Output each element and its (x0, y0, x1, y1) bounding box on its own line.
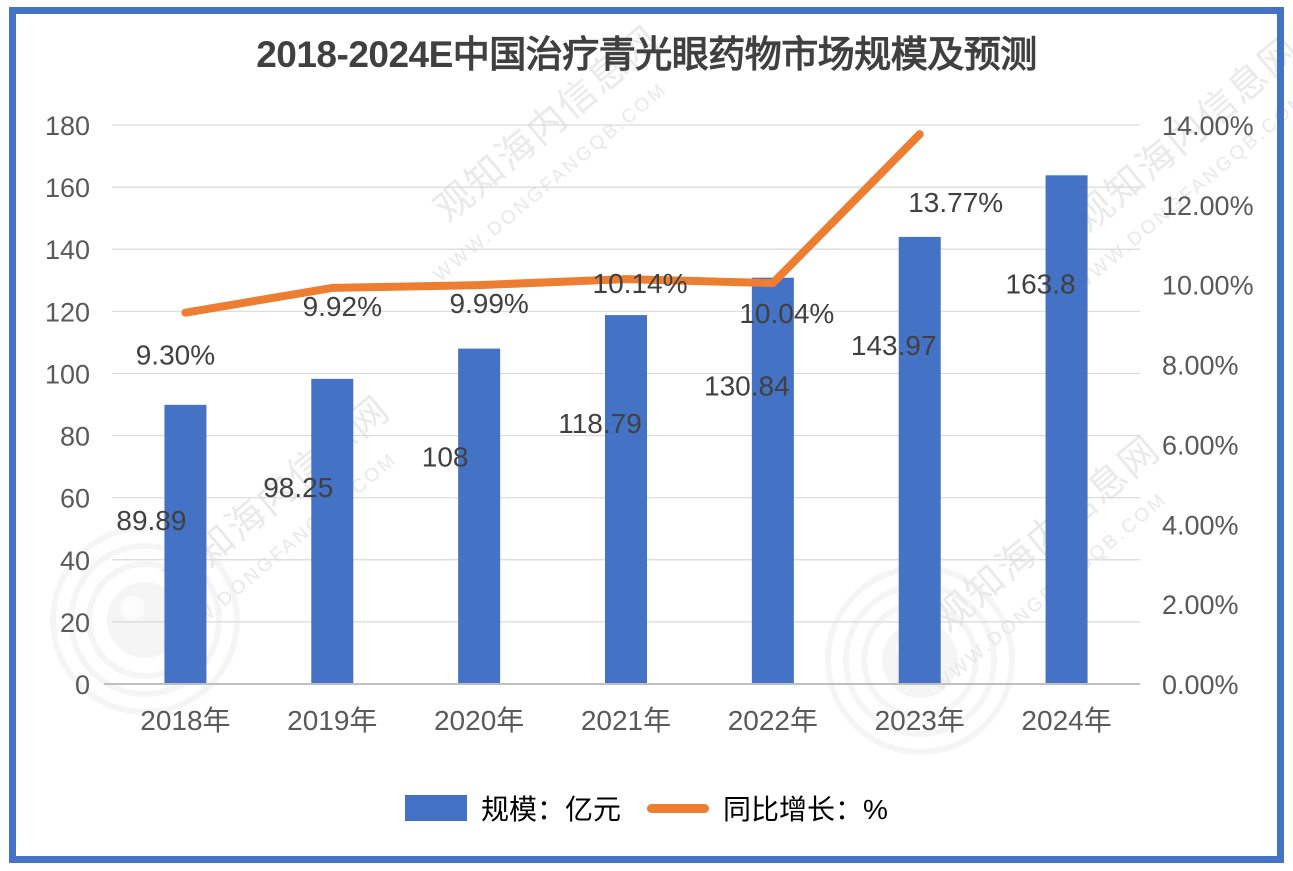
y-axis-right-tick: 6.00% (1162, 430, 1239, 460)
line-value-label: 13.77% (908, 187, 1003, 218)
y-axis-left-tick: 120 (45, 297, 90, 327)
y-axis-right-tick: 2.00% (1162, 590, 1239, 620)
category-label: 2019年 (287, 705, 377, 736)
legend-line-label: 同比增长：% (723, 794, 888, 825)
line-value-label: 9.92% (303, 291, 382, 322)
y-axis-left-tick: 20 (60, 608, 90, 638)
line-value-label: 10.04% (739, 298, 834, 329)
y-axis-right-tick: 14.00% (1162, 111, 1254, 141)
y-axis-left-tick: 40 (60, 546, 90, 576)
category-label: 2021年 (581, 705, 671, 736)
y-axis-right-tick: 8.00% (1162, 351, 1239, 381)
category-axis-labels: 2018年 2019年 2020年 2021年 2022年 2023年 2024年 (140, 705, 1111, 736)
y-axis-right-labels: 0.00% 2.00% 4.00% 6.00% 8.00% 10.00% 12.00% 14.… (1162, 111, 1254, 700)
bar-series-group (164, 175, 1088, 684)
line-value-labels: 9.30% 9.92% 9.99% 10.14% 10.04% 13.77% (136, 187, 1003, 370)
bar[interactable] (751, 277, 794, 684)
bar-value-label: 163.8 (1006, 268, 1076, 299)
y-axis-right-tick: 10.00% (1162, 271, 1254, 301)
category-label: 2023年 (875, 705, 965, 736)
y-axis-right-tick: 0.00% (1162, 670, 1239, 700)
bar-value-label: 108 (422, 442, 469, 473)
line-value-label: 10.14% (593, 268, 688, 299)
legend-item-line[interactable]: 同比增长：% (647, 788, 888, 828)
bar[interactable] (458, 348, 501, 684)
line-value-label: 9.30% (136, 340, 215, 371)
trend-line[interactable] (181, 130, 924, 317)
legend-bar-label: 规模：亿元 (481, 794, 622, 825)
bar[interactable] (164, 404, 207, 684)
bar-value-labels: 89.89 98.25 108 118.79 130.84 143.97 163.8 (116, 268, 1075, 536)
line-series-group (181, 130, 924, 317)
y-axis-left-tick: 0 (75, 670, 90, 700)
y-axis-left-tick: 80 (60, 422, 90, 452)
bar-value-label: 118.79 (558, 408, 642, 439)
bar-value-label: 89.89 (116, 505, 186, 536)
category-label: 2022年 (728, 705, 818, 736)
bar[interactable] (311, 378, 354, 684)
bar[interactable] (898, 236, 941, 684)
category-label: 2018年 (140, 705, 230, 736)
chart-legend: 规模：亿元 同比增长：% (0, 788, 1293, 828)
y-axis-left-tick: 100 (45, 359, 90, 389)
line-value-label: 9.99% (449, 288, 528, 319)
bar[interactable] (605, 315, 647, 684)
y-axis-left-tick: 160 (45, 173, 90, 203)
legend-item-bar[interactable]: 规模：亿元 (405, 788, 621, 828)
y-axis-left-labels: 0 20 40 60 80 100 120 140 160 180 (45, 111, 90, 700)
y-axis-left-tick: 140 (45, 235, 90, 265)
category-label: 2020年 (434, 705, 524, 736)
category-label: 2024年 (1021, 705, 1111, 736)
legend-bar-swatch (405, 795, 468, 821)
bar[interactable] (1045, 175, 1088, 684)
bar-value-label: 143.97 (851, 330, 937, 361)
bar-value-label: 98.25 (263, 472, 333, 503)
y-axis-left-tick: 60 (60, 484, 90, 514)
legend-line-swatch (647, 803, 710, 813)
chart-title: 2018-2024E中国治疗青光眼药物市场规模及预测 (256, 34, 1037, 75)
y-axis-left-tick: 180 (45, 111, 90, 141)
bar-value-label: 130.84 (704, 371, 790, 402)
y-axis-right-tick: 4.00% (1162, 510, 1239, 540)
y-axis-right-tick: 12.00% (1162, 191, 1254, 221)
